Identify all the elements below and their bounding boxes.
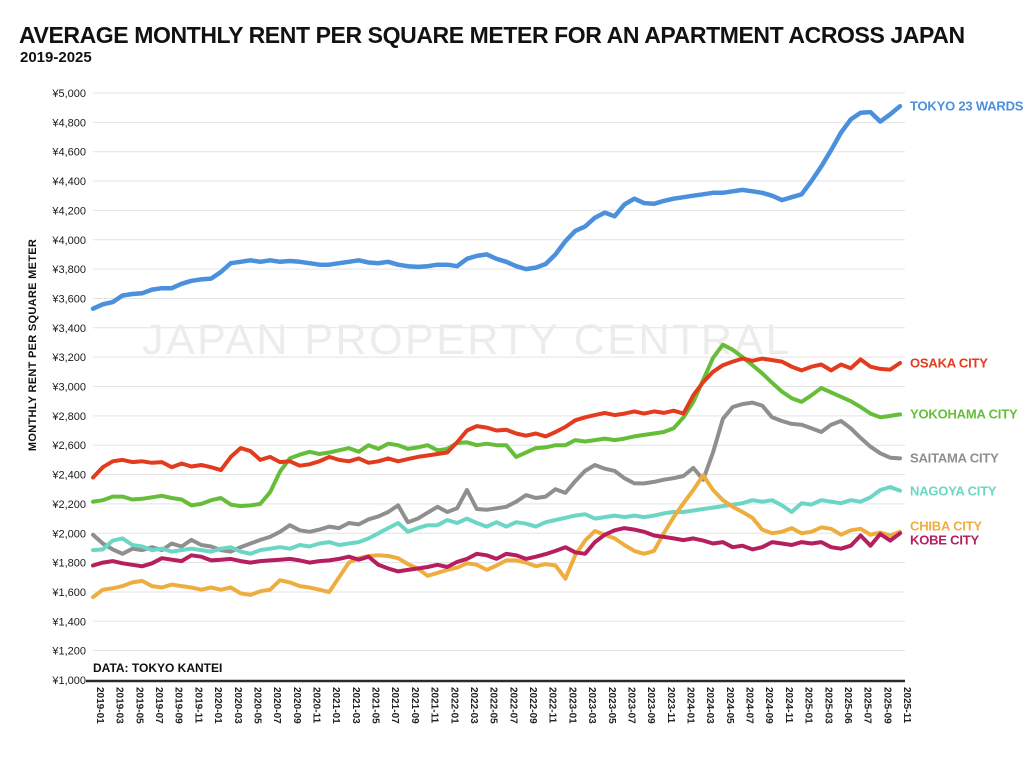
x-tick-label: 2024-01 bbox=[684, 687, 695, 724]
x-tick-label: 2025-09 bbox=[881, 687, 892, 724]
y-tick-label: ¥5,000 bbox=[51, 88, 86, 100]
series-line-kobe-city bbox=[91, 526, 902, 574]
y-tick-label: ¥1,800 bbox=[51, 558, 86, 570]
page-subtitle: 2019-2025 bbox=[20, 49, 92, 66]
x-tick-label: 2023-05 bbox=[606, 687, 617, 724]
y-tick-label: ¥4,600 bbox=[51, 147, 86, 159]
x-tick-label: 2022-07 bbox=[507, 687, 518, 724]
watermark-text: JAPAN PROPERTY CENTRAL bbox=[142, 316, 792, 364]
y-tick-label: ¥2,000 bbox=[51, 528, 86, 540]
y-tick-label: ¥3,600 bbox=[51, 293, 86, 305]
x-tick-label: 2025-01 bbox=[803, 687, 814, 724]
x-tick-label: 2023-03 bbox=[586, 687, 597, 724]
series-line-tokyo-23-wards bbox=[90, 103, 903, 311]
y-tick-label: ¥3,000 bbox=[51, 382, 86, 394]
y-tick-label: ¥2,800 bbox=[51, 411, 86, 423]
x-tick-label: 2023-01 bbox=[566, 687, 577, 724]
y-tick-label: ¥4,200 bbox=[51, 205, 86, 217]
y-tick-label: ¥2,200 bbox=[51, 499, 86, 511]
x-tick-label: 2025-06 bbox=[842, 687, 853, 724]
x-tick-label: 2019-05 bbox=[133, 687, 144, 724]
y-tick-label: ¥3,400 bbox=[51, 323, 86, 335]
x-tick-label: 2020-03 bbox=[232, 687, 243, 724]
x-tick-label: 2023-07 bbox=[625, 687, 636, 724]
x-tick-label: 2019-09 bbox=[173, 687, 184, 724]
y-tick-label: ¥1,200 bbox=[51, 646, 86, 658]
series-line-saitama-city bbox=[91, 400, 902, 556]
y-tick-label: ¥3,200 bbox=[51, 352, 86, 364]
y-tick-label: ¥1,400 bbox=[51, 616, 86, 628]
x-tick-label: 2025-11 bbox=[901, 687, 912, 724]
y-tick-label: ¥4,000 bbox=[51, 235, 86, 247]
x-tick-label: 2024-05 bbox=[724, 687, 735, 724]
y-tick-label: ¥4,400 bbox=[51, 176, 86, 188]
data-source-note: DATA: TOKYO KANTEI bbox=[93, 661, 223, 675]
x-tick-label: 2021-11 bbox=[429, 687, 440, 724]
series-line-yokohama-city bbox=[91, 342, 902, 509]
x-tick-label: 2022-03 bbox=[468, 687, 479, 724]
y-tick-label: ¥1,600 bbox=[51, 587, 86, 599]
x-tick-label: 2019-03 bbox=[114, 687, 125, 724]
series-line-osaka-city bbox=[91, 356, 902, 480]
x-tick-label: 2020-09 bbox=[291, 687, 302, 724]
x-tick-label: 2020-05 bbox=[251, 687, 262, 724]
x-tick-label: 2021-05 bbox=[370, 687, 381, 724]
series-line-nagoya-city bbox=[91, 485, 902, 556]
series-line-chiba-city bbox=[91, 473, 902, 600]
x-tick-label: 2023-09 bbox=[645, 687, 656, 724]
x-tick-label: 2021-03 bbox=[350, 687, 361, 724]
y-tick-label: ¥1,000 bbox=[51, 675, 86, 687]
x-tick-label: 2021-09 bbox=[409, 687, 420, 724]
x-tick-label: 2025-03 bbox=[822, 687, 833, 724]
y-tick-label: ¥3,800 bbox=[51, 264, 86, 276]
x-tick-label: 2022-05 bbox=[488, 687, 499, 724]
y-tick-label: ¥2,400 bbox=[51, 470, 86, 482]
x-tick-label: 2019-07 bbox=[153, 687, 164, 724]
x-tick-label: 2021-01 bbox=[330, 687, 341, 724]
x-tick-label: 2023-11 bbox=[665, 687, 676, 724]
x-tick-label: 2020-11 bbox=[311, 687, 322, 724]
x-tick-label: 2024-11 bbox=[783, 687, 794, 724]
x-tick-label: 2022-09 bbox=[527, 687, 538, 724]
x-tick-label: 2019-01 bbox=[94, 687, 105, 724]
x-tick-label: 2021-07 bbox=[389, 687, 400, 724]
x-tick-label: 2024-09 bbox=[763, 687, 774, 724]
y-tick-label: ¥2,600 bbox=[51, 440, 86, 452]
x-tick-label: 2024-03 bbox=[704, 687, 715, 724]
y-tick-label: ¥4,800 bbox=[51, 117, 86, 129]
x-tick-label: 2024-07 bbox=[744, 687, 755, 724]
x-tick-label: 2019-11 bbox=[192, 687, 203, 724]
x-tick-label: 2020-07 bbox=[271, 687, 282, 724]
x-tick-label: 2022-11 bbox=[547, 687, 558, 724]
x-tick-label: 2025-07 bbox=[862, 687, 873, 724]
x-tick-label: 2020-01 bbox=[212, 687, 223, 724]
page-title: AVERAGE MONTHLY RENT PER SQUARE METER FO… bbox=[19, 22, 965, 48]
x-tick-label: 2022-01 bbox=[448, 687, 459, 724]
